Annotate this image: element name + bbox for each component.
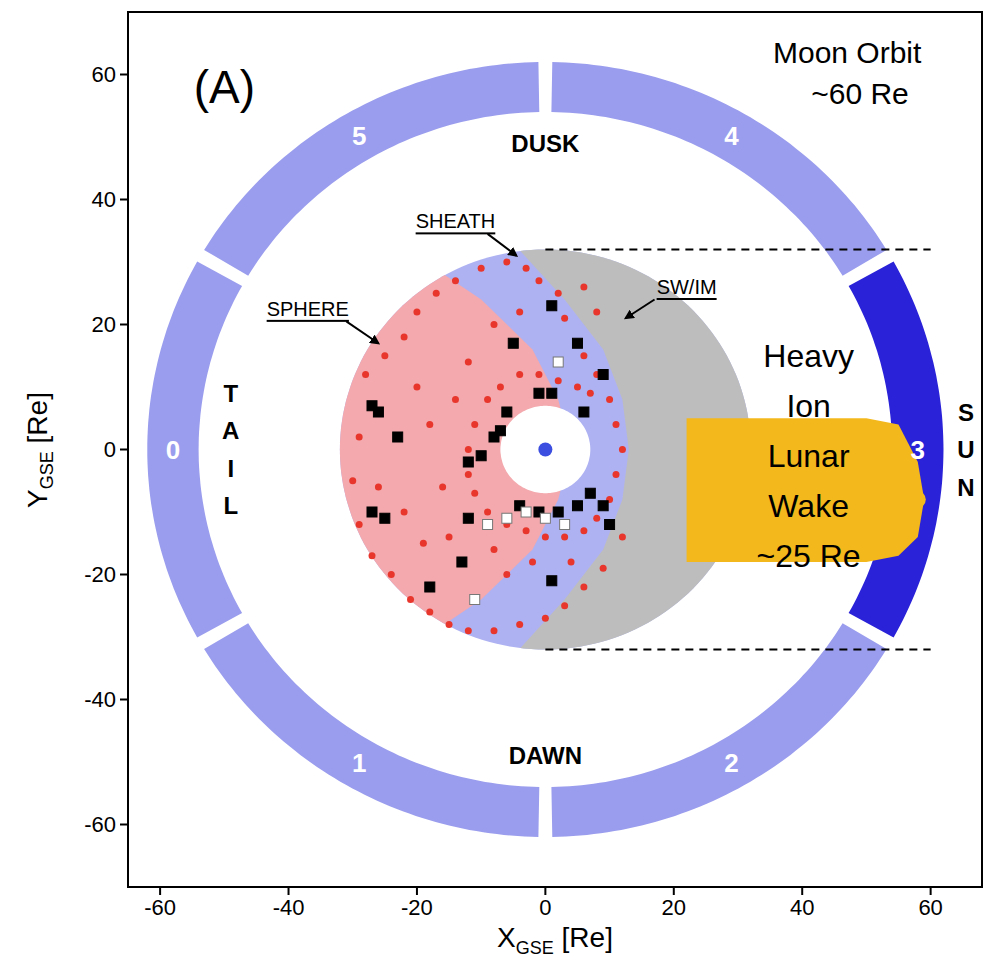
svg-text:S: S xyxy=(958,399,974,426)
svg-text:SPHERE: SPHERE xyxy=(267,298,349,320)
svg-text:A: A xyxy=(222,417,239,444)
svg-text:2: 2 xyxy=(724,748,738,778)
svg-text:20: 20 xyxy=(662,895,686,920)
svg-text:-60: -60 xyxy=(144,895,176,920)
svg-text:~60 Re: ~60 Re xyxy=(811,77,909,110)
svg-text:5: 5 xyxy=(352,121,366,151)
svg-text:20: 20 xyxy=(92,312,116,337)
svg-text:3: 3 xyxy=(911,435,925,465)
svg-text:~25 Re: ~25 Re xyxy=(757,538,861,574)
svg-text:(A): (A) xyxy=(194,61,255,113)
svg-text:U: U xyxy=(957,436,974,463)
svg-text:T: T xyxy=(223,380,238,407)
svg-text:L: L xyxy=(223,492,238,519)
svg-text:N: N xyxy=(957,474,974,501)
html-text:[Re]: [Re] xyxy=(21,391,53,443)
svg-text:-60: -60 xyxy=(84,812,116,837)
svg-text:40: 40 xyxy=(790,895,814,920)
svg-text:60: 60 xyxy=(918,895,942,920)
svg-text:1: 1 xyxy=(352,748,366,778)
svg-text:Moon Orbit: Moon Orbit xyxy=(773,36,922,69)
svg-text:Heavy: Heavy xyxy=(763,338,854,374)
html-text:GSE: GSE xyxy=(37,450,58,489)
svg-text:SHEATH: SHEATH xyxy=(416,210,496,232)
svg-text:0: 0 xyxy=(539,895,551,920)
svg-text:-40: -40 xyxy=(273,895,305,920)
svg-text:-20: -20 xyxy=(84,562,116,587)
svg-text:0: 0 xyxy=(104,437,116,462)
svg-text:60: 60 xyxy=(92,62,116,87)
svg-text:Lunar: Lunar xyxy=(768,438,850,474)
svg-text:40: 40 xyxy=(92,187,116,212)
svg-text:Wake: Wake xyxy=(768,488,849,524)
svg-text:-40: -40 xyxy=(84,687,116,712)
svg-text:-20: -20 xyxy=(401,895,433,920)
svg-text:4: 4 xyxy=(724,121,739,151)
svg-text:DUSK: DUSK xyxy=(511,130,580,157)
html-text:XGSE [Re]: XGSE [Re] xyxy=(497,922,613,958)
svg-text:I: I xyxy=(227,455,234,482)
svg-text:Ion: Ion xyxy=(786,388,830,424)
svg-text:0: 0 xyxy=(166,435,180,465)
svg-text:SW/IM: SW/IM xyxy=(657,276,717,298)
html-text:Y: Y xyxy=(21,488,53,508)
svg-text:DAWN: DAWN xyxy=(509,742,582,769)
